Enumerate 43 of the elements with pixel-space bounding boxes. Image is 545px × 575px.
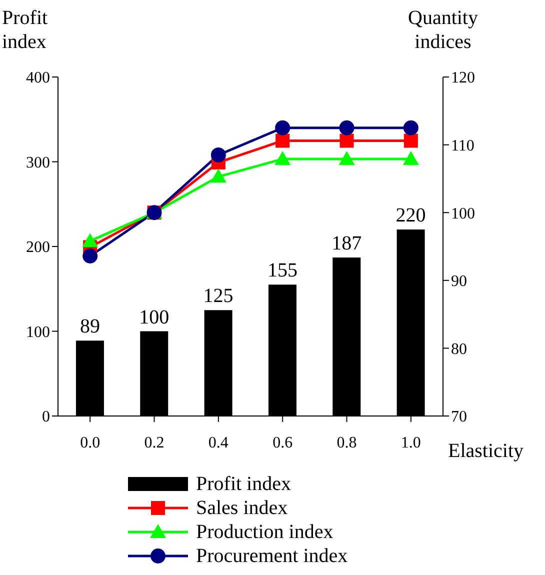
legend-label: Profit index — [196, 472, 291, 496]
point — [210, 168, 226, 183]
y2-tick-label: 90 — [451, 273, 467, 290]
x-tick-label: 0.0 — [80, 434, 100, 452]
point — [210, 147, 226, 162]
legend-label: Procurement index — [196, 544, 348, 568]
y2-axis-title: Quantity indices — [407, 6, 479, 54]
y-axis-title: Profit index — [2, 6, 49, 54]
point — [82, 233, 98, 248]
y-tick-label: 200 — [26, 239, 50, 256]
data-label: 125 — [203, 285, 234, 308]
x-axis-title: Elasticity — [448, 440, 524, 463]
point — [338, 151, 355, 166]
y-tick-label: 100 — [26, 324, 50, 341]
y2-tick-label: 110 — [451, 137, 474, 154]
x-tick-label: 1.0 — [400, 434, 421, 452]
point — [404, 134, 418, 148]
data-label: 220 — [396, 204, 426, 227]
y2-tick-label: 80 — [451, 340, 467, 358]
point — [82, 248, 98, 264]
point — [275, 120, 290, 136]
x-tick-label: 0.6 — [272, 434, 293, 452]
y-tick-label: 400 — [26, 70, 50, 87]
y-tick-label: 300 — [26, 154, 50, 172]
point — [276, 134, 290, 148]
legend-label: Sales index — [196, 496, 288, 520]
y2-tick-label: 100 — [451, 205, 475, 222]
data-label: 100 — [139, 306, 170, 328]
point — [340, 134, 354, 148]
legend-label: Production index — [196, 520, 334, 544]
data-label: 187 — [332, 232, 362, 255]
point — [403, 120, 418, 136]
data-label: 155 — [267, 260, 298, 282]
x-tick-label: 0.2 — [144, 434, 164, 452]
x-tick-label: 0.4 — [208, 434, 228, 452]
y-tick-label: 0 — [42, 408, 50, 426]
point — [274, 151, 291, 166]
y2-tick-label: 120 — [451, 70, 475, 87]
data-label: 89 — [80, 316, 100, 338]
point — [339, 120, 354, 136]
x-tick-label: 0.8 — [336, 434, 357, 452]
y2-tick-label: 70 — [451, 408, 467, 426]
point — [402, 151, 419, 166]
